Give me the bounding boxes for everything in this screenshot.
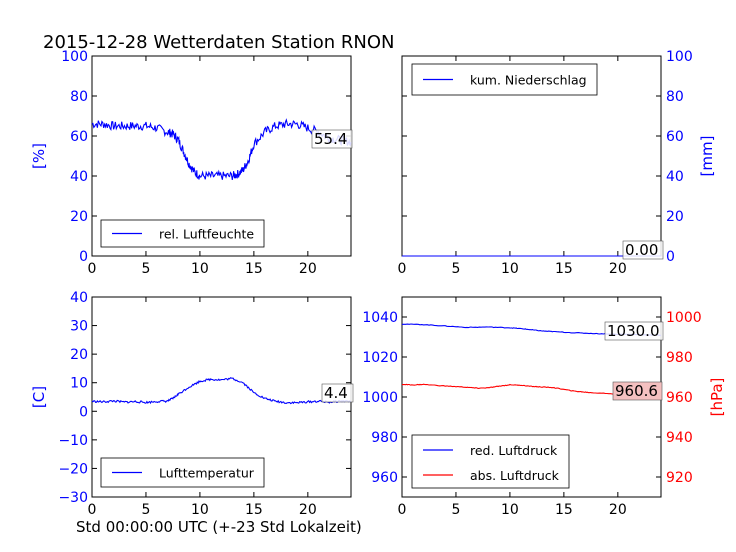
figure-title: 2015-12-28 Wetterdaten Station RNON	[43, 32, 394, 53]
y-tick-label: 960	[371, 470, 398, 486]
x-tick-label: 0	[398, 502, 407, 518]
x-tick-label: 5	[141, 261, 150, 277]
y-tick-label: 30	[70, 319, 88, 335]
legend-temperature: Lufttemperatur	[100, 457, 265, 488]
current-value-humidity: 55.4	[314, 130, 347, 148]
x-tick-label: 15	[245, 502, 263, 518]
y-tick-label: 0	[79, 249, 88, 265]
x-tick-label: 10	[191, 261, 209, 277]
x-tick-label: 5	[451, 502, 460, 518]
x-tick-label: 20	[609, 261, 627, 277]
legend-entry: kum. Niederschlag	[470, 73, 587, 88]
x-tick-label: 5	[451, 261, 460, 277]
y-tick-label-right: 100	[666, 49, 693, 65]
y-axis-label: [%]	[30, 143, 48, 169]
series-line-temperature-0	[91, 377, 352, 405]
x-tick-label: 5	[141, 502, 150, 518]
panel-temperature: 0 5 10 15 20 −30 −20 −10 0 10 20 30 40 [C] 4.4 Lufttemp…	[30, 290, 354, 518]
current-value-red-pressure: 1030.0	[607, 322, 660, 340]
series-line-pressure-1	[402, 383, 662, 397]
current-value-temperature: 4.4	[324, 384, 348, 402]
y-tick-label: 1040	[362, 310, 398, 326]
series-line-humidity-0	[91, 118, 352, 180]
x-tick-label: 10	[191, 502, 209, 518]
x-tick-label: 15	[555, 502, 573, 518]
y-tick-label: 40	[70, 290, 88, 306]
y-tick-label: 60	[70, 129, 88, 145]
panel-pressure: 0 5 10 15 20 960 980 1000 1020 1040 920 940 960 980 10…	[362, 296, 726, 518]
current-value-temperature-box	[321, 383, 354, 403]
y-tick-label: −30	[58, 490, 88, 506]
legend-frame	[411, 434, 570, 489]
x-tick-label: 15	[245, 261, 263, 277]
legend-entry: rel. Luftfeuchte	[159, 227, 254, 242]
legend-pressure: red. Luftdruck abs. Luftdruck	[411, 434, 570, 489]
y-tick-label: 10	[70, 376, 88, 392]
legend-entry: red. Luftdruck	[470, 443, 558, 458]
legend-precipitation: kum. Niederschlag	[411, 63, 598, 96]
y-tick-label: 1000	[362, 390, 398, 406]
x-tick-label: 0	[398, 261, 407, 277]
y-tick-label: 40	[70, 169, 88, 185]
y2-tick-label: 920	[666, 470, 693, 486]
y-tick-label: 20	[70, 347, 88, 363]
x-tick-label: 0	[88, 261, 97, 277]
panel-humidity: 0 5 10 15 20 0 20 40 60 80 100 [%] 55.4 rel. Luftfeuc…	[30, 49, 353, 277]
x-tick-label: 0	[88, 502, 97, 518]
x-tick-label: 20	[299, 261, 317, 277]
legend-entry: abs. Luftdruck	[470, 468, 560, 483]
y-tick-label: 20	[70, 209, 88, 225]
legend-humidity: rel. Luftfeuchte	[100, 219, 265, 248]
y-tick-label: 80	[70, 89, 88, 105]
current-value-abs-pressure-box	[612, 381, 663, 401]
y-tick-label-right: 40	[666, 169, 684, 185]
x-tick-label: 10	[501, 502, 519, 518]
x-axis-label: Std 00:00:00 UTC (+-23 Std Lokalzeit)	[76, 518, 362, 536]
x-tick-label: 20	[609, 502, 627, 518]
y-tick-label: 0	[79, 404, 88, 420]
x-tick-label: 15	[555, 261, 573, 277]
current-value-red-pressure-box	[604, 321, 664, 341]
y-tick-label: 980	[371, 430, 398, 446]
y-axis-label: [mm]	[698, 136, 716, 177]
current-value-precipitation-box	[622, 240, 664, 260]
y2-tick-label: 1000	[666, 310, 702, 326]
legend-entry: Lufttemperatur	[159, 466, 255, 481]
y-tick-label-right: 80	[666, 89, 684, 105]
current-value-precipitation: 0.00	[625, 241, 658, 259]
current-value-humidity-box	[311, 129, 353, 149]
y-tick-label-right: 0	[666, 249, 675, 265]
panel-precipitation: 0 5 10 15 20 0 20 40 60 80 100 [mm] 0.00 kum. Nieders…	[398, 49, 716, 277]
y-tick-label-right: 60	[666, 129, 684, 145]
y-tick-label-right: 20	[666, 209, 684, 225]
y2-tick-label: 940	[666, 430, 693, 446]
y-tick-label: −20	[58, 461, 88, 477]
y-axis-label: [C]	[30, 386, 48, 408]
y2-tick-label: 980	[666, 350, 693, 366]
x-tick-label: 20	[299, 502, 317, 518]
y-tick-label: 100	[61, 49, 88, 65]
y-tick-label: 1020	[362, 350, 398, 366]
y-axis-label: [hPa]	[708, 378, 726, 417]
x-tick-label: 10	[501, 261, 519, 277]
y-tick-label: −10	[58, 433, 88, 449]
y2-tick-label: 960	[666, 390, 693, 406]
current-value-abs-pressure: 960.6	[615, 382, 658, 400]
